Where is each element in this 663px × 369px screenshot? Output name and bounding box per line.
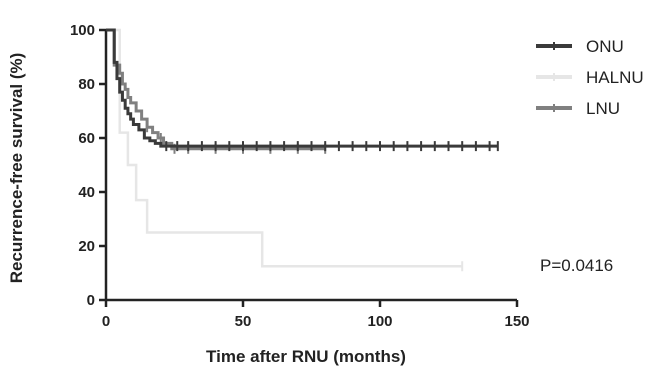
x-tick-label: 100 [367, 313, 392, 330]
y-tick-label: 80 [78, 76, 95, 93]
legend-label: HALNU [586, 68, 644, 87]
p-value-annotation: P=0.0416 [540, 256, 613, 275]
series-line-onu [106, 28, 498, 148]
legend: ONU HALNU LNU [536, 37, 644, 118]
y-axis-title: Recurrence-free survival (%) [7, 53, 26, 284]
legend-label: LNU [586, 99, 620, 118]
legend-item-onu: ONU [536, 37, 624, 56]
y-tick-label: 0 [87, 292, 95, 309]
y-tick-label: 100 [70, 22, 95, 39]
legend-label: ONU [586, 37, 624, 56]
series-layer [106, 28, 499, 272]
x-tick-label: 50 [235, 313, 252, 330]
series-line-lnu [106, 28, 326, 151]
x-tick-label: 0 [102, 313, 110, 330]
series-onu [106, 28, 499, 152]
x-axis-title: Time after RNU (months) [206, 347, 406, 366]
y-tick-label: 40 [78, 184, 95, 201]
legend-item-lnu: LNU [536, 99, 620, 118]
series-halnu [106, 28, 464, 272]
series-lnu [106, 28, 327, 154]
y-tick-label: 60 [78, 130, 95, 147]
y-tick-label: 20 [78, 238, 95, 255]
axes: 0 20 40 60 80 100 0 50 100 150 [70, 22, 530, 330]
x-tick-label: 150 [504, 313, 529, 330]
legend-item-halnu: HALNU [536, 68, 644, 87]
series-line-halnu [106, 28, 463, 268]
